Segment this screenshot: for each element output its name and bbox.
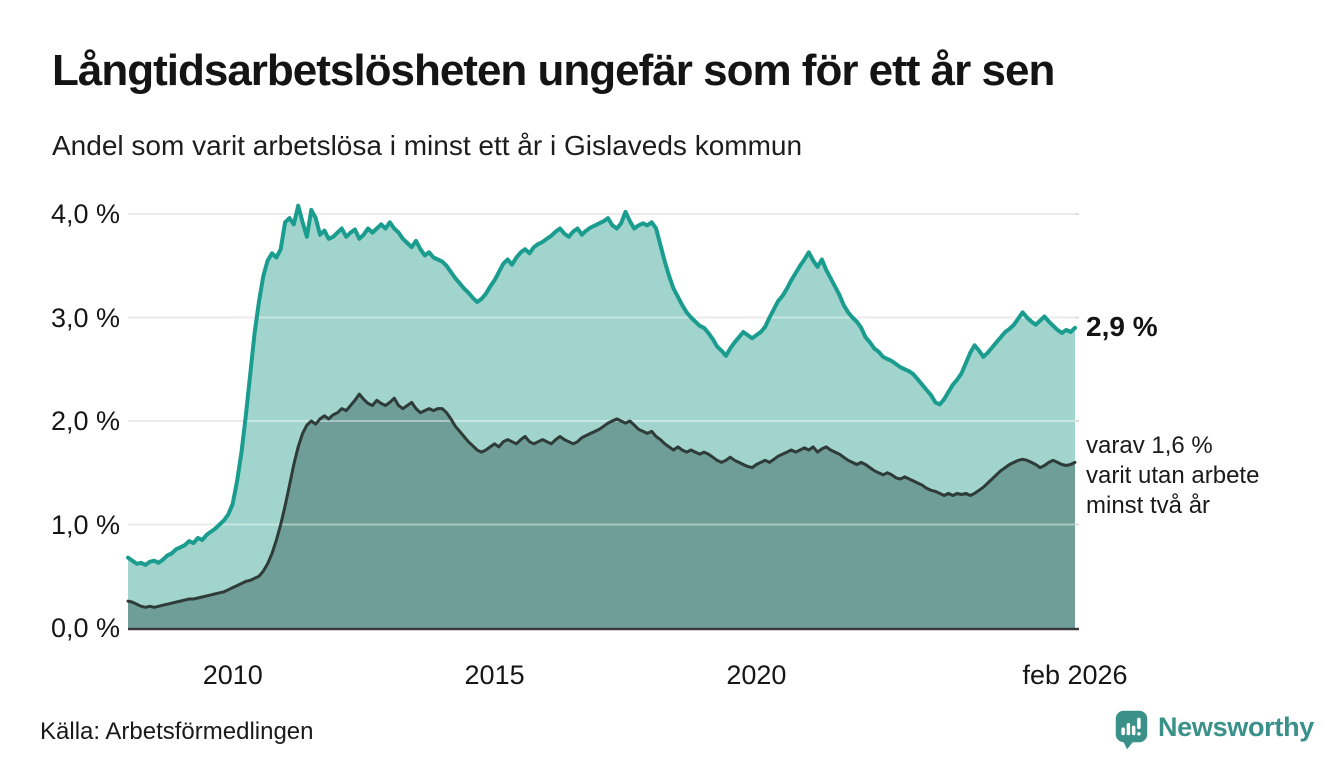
- y-axis-tick-label: 0,0 %: [50, 613, 120, 643]
- x-axis-tick-label: 2015: [464, 660, 525, 690]
- y-axis-tick-label: 1,0 %: [50, 509, 120, 540]
- chart-subtitle: Andel som varit arbetslösa i minst ett å…: [52, 130, 803, 161]
- source-attribution: Källa: Arbetsförmedlingen: [40, 718, 314, 745]
- y-axis-tick-label: 3,0 %: [50, 302, 120, 333]
- x-axis-tick-label: feb 2026: [1022, 660, 1128, 690]
- y-axis-tick-label: 4,0 %: [50, 199, 120, 229]
- newsworthy-logo-text: Newsworthy: [1157, 712, 1314, 742]
- series-secondary-note: varav 1,6 % varit utan arbete minst två …: [1086, 431, 1259, 521]
- newsworthy-logo[interactable]: Newsworthy: [1114, 706, 1314, 756]
- x-axis-tick-label: 2020: [726, 660, 787, 690]
- series-end-value-label: 2,9 %: [1086, 311, 1158, 342]
- note-line-2: varit utan arbete: [1086, 462, 1260, 489]
- note-line-1: varav 1,6 %: [1086, 432, 1213, 459]
- y-axis-tick-label: 2,0 %: [50, 406, 120, 436]
- note-line-3: minst två år: [1086, 492, 1211, 519]
- x-axis-tick-label: 2010: [202, 660, 263, 690]
- newsworthy-logo-icon: [1115, 710, 1148, 750]
- page-title: Långtidsarbetslösheten ungefär som för e…: [52, 46, 1055, 95]
